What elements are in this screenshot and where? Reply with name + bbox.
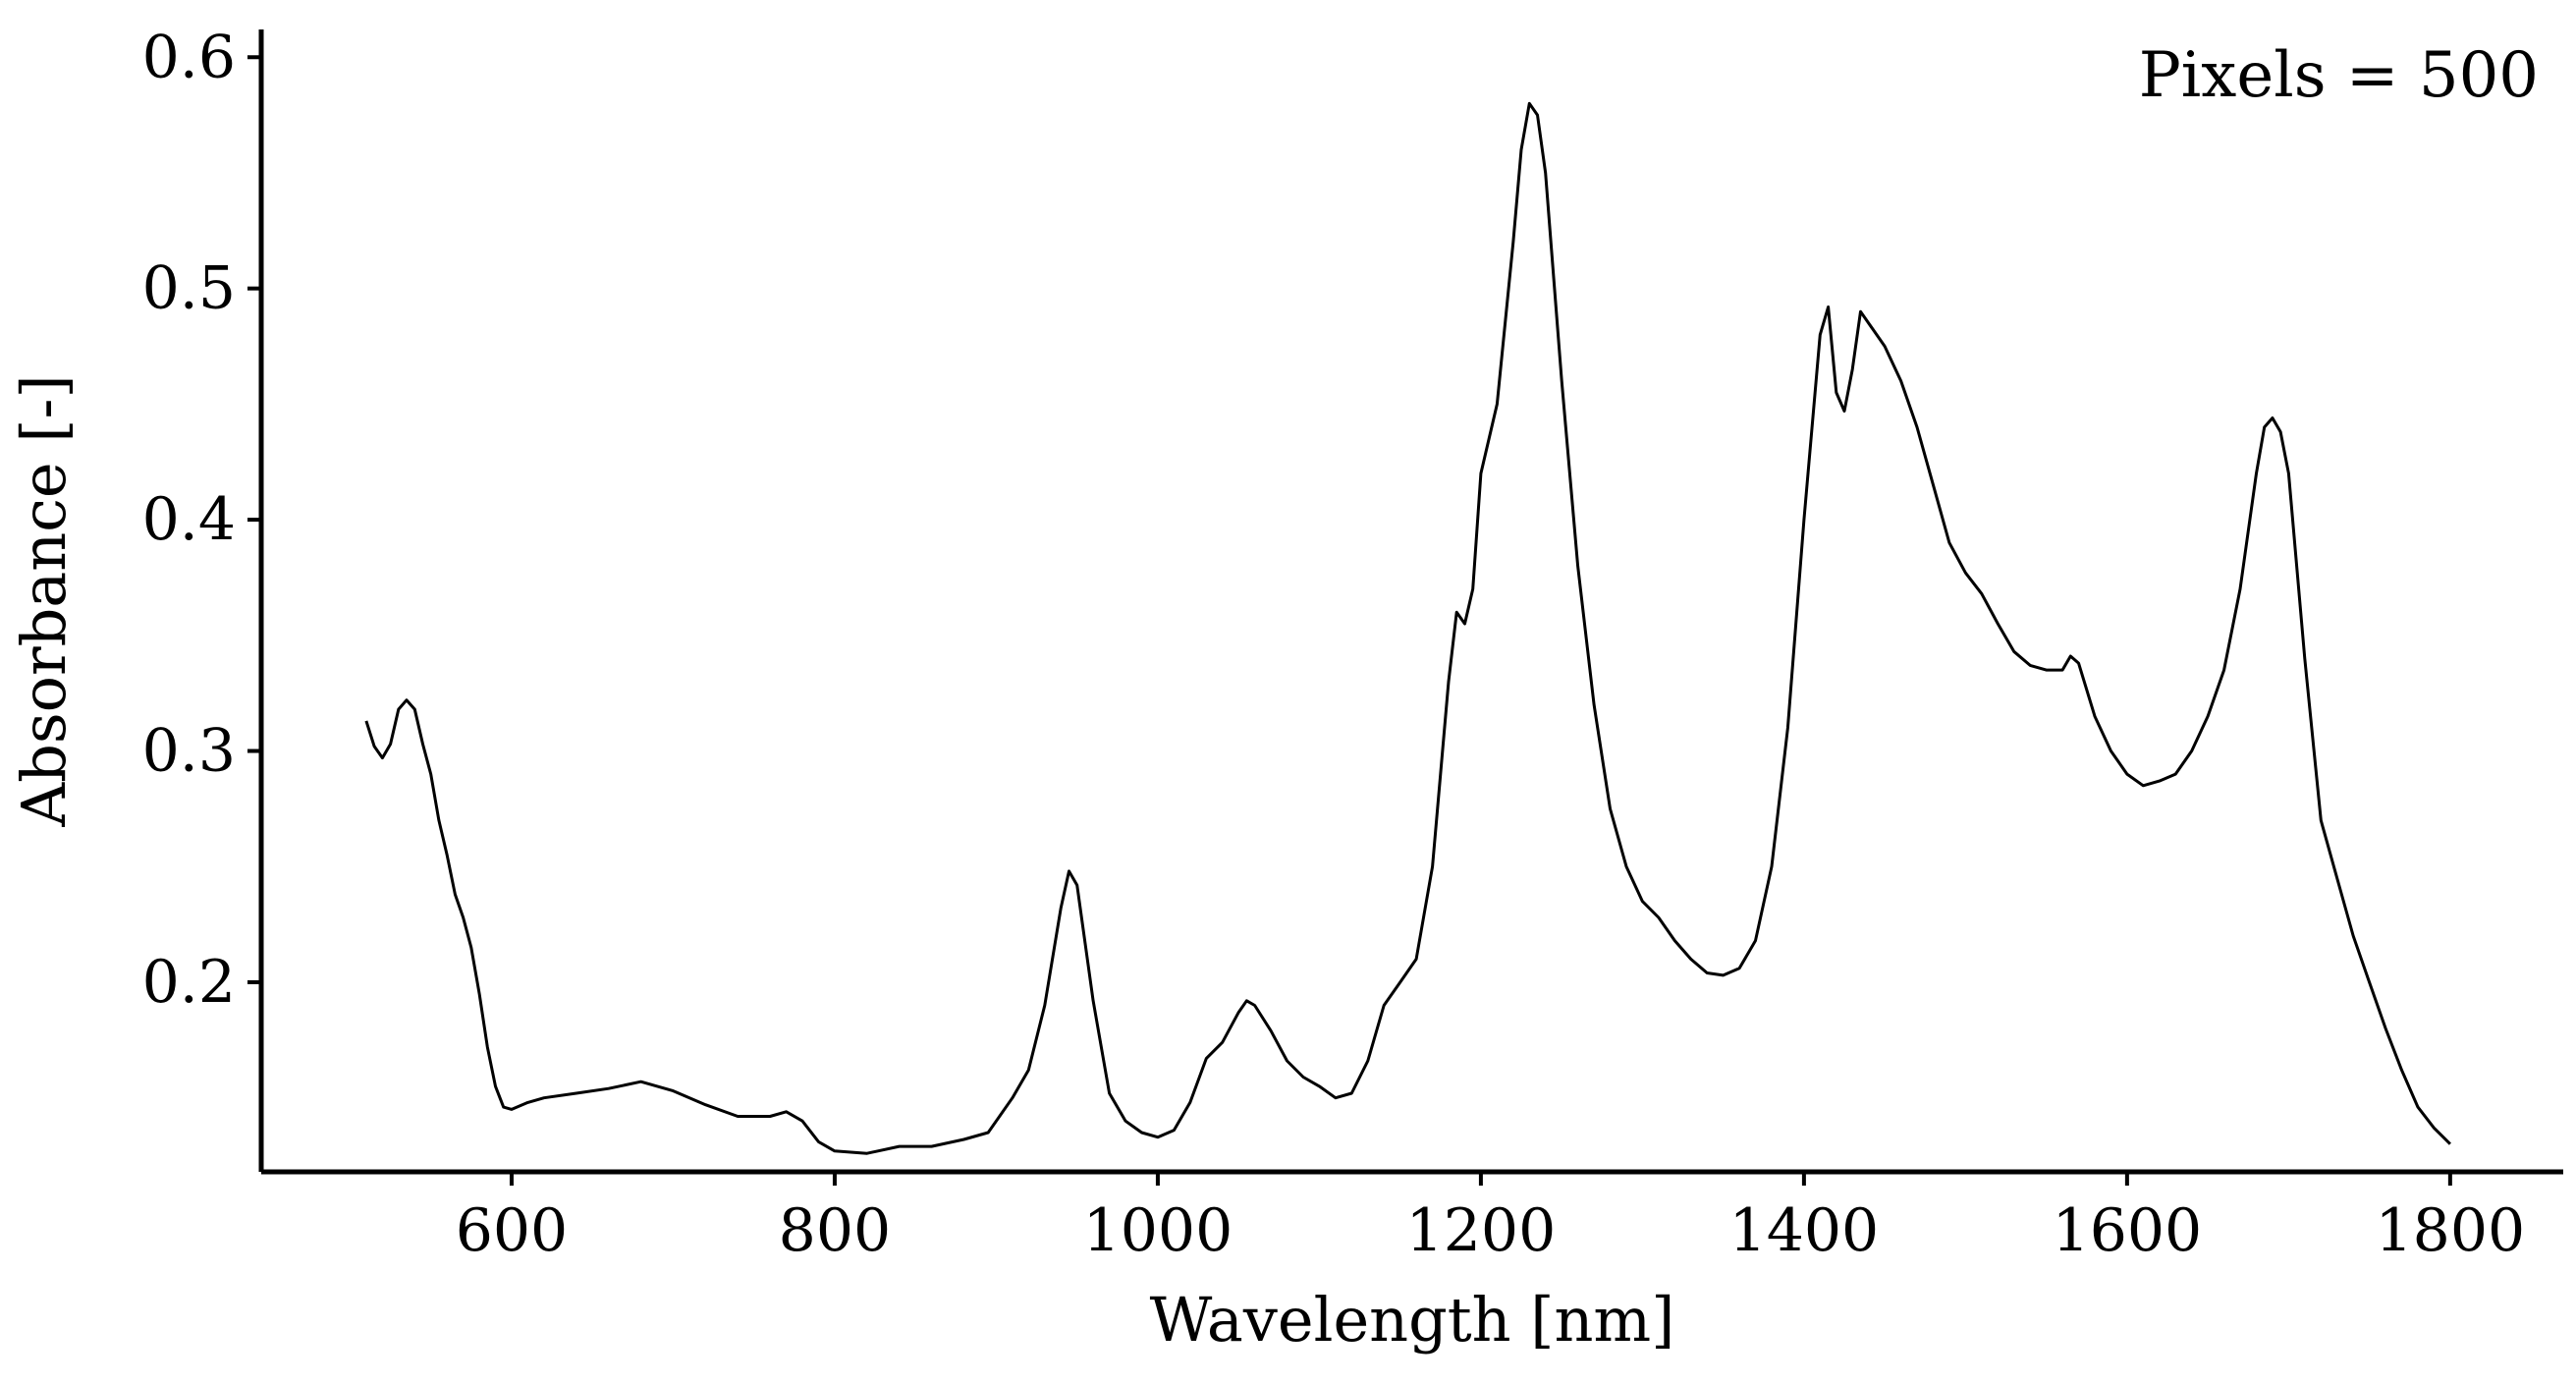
x-tick-label: 600: [456, 1196, 569, 1265]
x-tick-label: 1800: [2376, 1196, 2526, 1265]
pixels-annotation: Pixels = 500: [2139, 39, 2539, 112]
absorbance-spectrum-line: [364, 101, 2451, 1155]
y-tick-label: 0.2: [142, 948, 236, 1017]
x-tick-label: 1600: [2053, 1196, 2203, 1265]
y-axis-ticks: 0.2 0.3 0.4 0.5 0.6: [142, 23, 261, 1017]
y-tick-label: 0.4: [142, 485, 236, 554]
x-tick-label: 1000: [1083, 1196, 1233, 1265]
y-tick-label: 0.6: [142, 23, 236, 91]
x-tick-label: 1200: [1406, 1196, 1557, 1265]
y-axis-title: Absorbance [-]: [8, 374, 80, 827]
y-tick-label: 0.3: [142, 717, 236, 786]
y-tick-label: 0.5: [142, 254, 236, 323]
x-tick-label: 1400: [1729, 1196, 1880, 1265]
x-tick-label: 800: [779, 1196, 892, 1265]
x-axis-title: Wavelength [nm]: [1150, 1284, 1675, 1356]
x-axis-ticks: 600 800 1000 1200 1400 1600 1800: [456, 1172, 2526, 1265]
